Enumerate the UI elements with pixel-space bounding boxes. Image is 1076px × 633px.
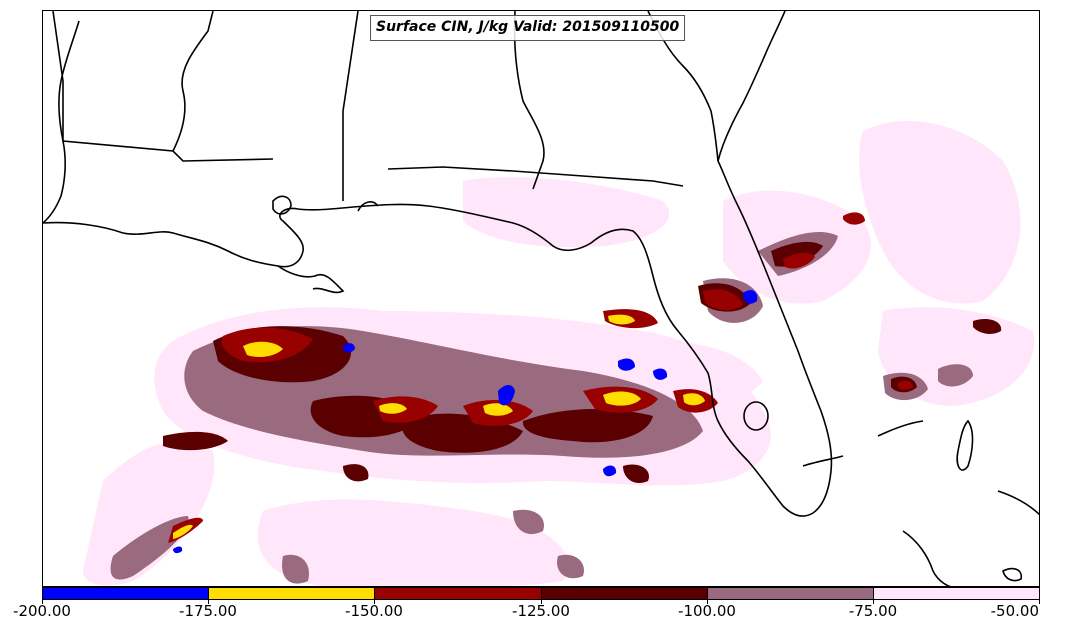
colorbar-tick bbox=[208, 600, 209, 604]
mississippi-delta bbox=[277, 265, 345, 294]
colorbar-tick-label: -175.00 bbox=[179, 602, 237, 620]
great-inagua bbox=[1002, 567, 1023, 582]
louisiana-west-coast bbox=[43, 20, 80, 224]
andros-island bbox=[956, 419, 974, 471]
state-border-fl-ga bbox=[513, 11, 545, 190]
colorbar-tick-label: -75.00 bbox=[848, 602, 898, 620]
colorbar-bin-5 bbox=[706, 588, 873, 599]
colorbar-tick-label: -125.00 bbox=[512, 602, 570, 620]
cin-map bbox=[43, 11, 1039, 586]
colorbar-tick-label: -150.00 bbox=[345, 602, 403, 620]
colorbar-bin-1 bbox=[43, 588, 209, 599]
map-title: Surface CIN, J/kg Valid: 201509110500 bbox=[370, 15, 686, 41]
colorbar-tick-label: -200.00 bbox=[13, 602, 71, 620]
mobile-bay bbox=[272, 195, 292, 215]
colorbar-tick-label: -100.00 bbox=[678, 602, 736, 620]
basemap-lines bbox=[43, 11, 1039, 586]
cin-shade-yellow bbox=[173, 314, 705, 539]
colorbar-tick bbox=[707, 600, 708, 604]
colorbar bbox=[42, 587, 1040, 600]
atlantic-coastline bbox=[717, 11, 786, 162]
lake-okeechobee bbox=[743, 401, 769, 431]
state-border-fl-al bbox=[387, 166, 684, 187]
colorbar-tick bbox=[541, 600, 542, 604]
cuba-coast bbox=[902, 530, 951, 586]
colorbar-tick bbox=[1039, 600, 1040, 604]
state-border-ms-al bbox=[172, 11, 214, 152]
colorbar-bin-2 bbox=[208, 588, 375, 599]
colorbar-tick bbox=[374, 600, 375, 604]
colorbar-bin-3 bbox=[374, 588, 541, 599]
colorbar-tick bbox=[42, 600, 43, 604]
colorbar-bin-4 bbox=[540, 588, 707, 599]
pensacola-inlet bbox=[357, 201, 379, 212]
colorbar-bin-6 bbox=[872, 588, 1040, 599]
bahamas-islands bbox=[877, 420, 924, 437]
map-panel bbox=[42, 10, 1040, 587]
florida-keys bbox=[802, 455, 844, 467]
state-border-la-ms bbox=[52, 11, 274, 162]
cin-shade-blue bbox=[173, 290, 758, 554]
colorbar-tick bbox=[873, 600, 874, 604]
colorbar-tick-label: -50.00 bbox=[990, 602, 1039, 620]
state-border-al-ga bbox=[342, 11, 359, 201]
gulf-coastline bbox=[43, 160, 833, 517]
hispaniola-coast bbox=[997, 490, 1039, 516]
